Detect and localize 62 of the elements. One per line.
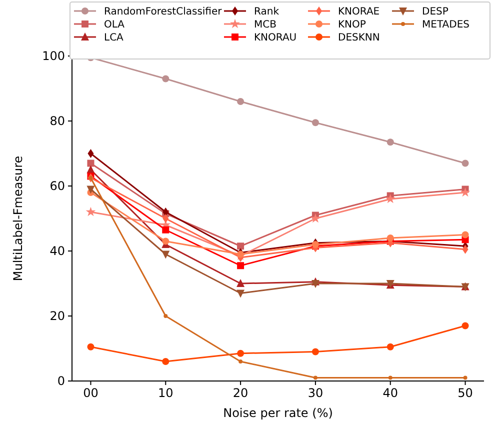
y-tick-label: 100: [42, 49, 65, 64]
y-tick-label: 80: [50, 114, 65, 128]
x-tick-label: 30: [308, 386, 324, 400]
point: [237, 350, 244, 357]
x-tick-label: 00: [83, 386, 98, 400]
point: [385, 194, 396, 204]
point: [162, 250, 170, 259]
point: [237, 98, 244, 105]
legend-label: DESKNN: [338, 32, 380, 44]
x-tick-label: 20: [232, 386, 248, 400]
y-tick-label: 60: [50, 179, 65, 194]
legend-label: METADES: [422, 20, 470, 30]
y-axis-title: MultiLabel-Fmeasure: [11, 156, 25, 282]
point: [87, 160, 94, 167]
legend-label: RandomForestClassifier: [104, 6, 223, 18]
point: [311, 280, 320, 288]
x-tick-label: 40: [382, 386, 398, 400]
legend-label: KNORAE: [338, 6, 380, 18]
legend-label: LCA: [104, 32, 124, 44]
legend-label: KNOP: [338, 20, 366, 30]
point: [237, 242, 244, 250]
point: [237, 262, 244, 270]
point: [462, 231, 469, 238]
point: [462, 322, 469, 330]
point: [388, 376, 392, 380]
point: [236, 279, 245, 287]
x-axis-title: Noise per rate (%): [223, 406, 333, 420]
y-tick-label: 20: [50, 309, 65, 324]
y-tick-label: 40: [50, 244, 65, 258]
point: [162, 75, 170, 82]
point: [162, 226, 170, 234]
y-tick-label: 0: [57, 374, 65, 388]
legend-label: MCB: [254, 20, 277, 30]
point: [313, 376, 318, 380]
point: [460, 187, 470, 197]
x-tick-label: 10: [158, 386, 174, 400]
point: [386, 138, 394, 146]
legend-label: OLA: [104, 20, 125, 30]
point: [86, 206, 96, 216]
point: [162, 238, 170, 245]
point: [463, 376, 468, 380]
point: [462, 160, 469, 167]
point: [310, 213, 320, 223]
point: [87, 343, 94, 350]
x-tick-label: 50: [458, 386, 473, 400]
point: [236, 290, 245, 298]
point: [86, 186, 95, 194]
point: [386, 343, 394, 350]
point: [162, 358, 170, 365]
point: [162, 208, 169, 216]
legend-label: DESP: [422, 6, 448, 18]
point: [312, 348, 319, 356]
point: [386, 234, 394, 242]
point: [162, 214, 169, 223]
legend-label: Rank: [254, 6, 280, 18]
point: [164, 314, 168, 318]
legend-label: KNORAU: [254, 32, 297, 44]
point: [88, 149, 94, 158]
point: [86, 165, 95, 174]
point: [238, 360, 243, 364]
point: [237, 250, 244, 258]
point: [312, 119, 319, 126]
